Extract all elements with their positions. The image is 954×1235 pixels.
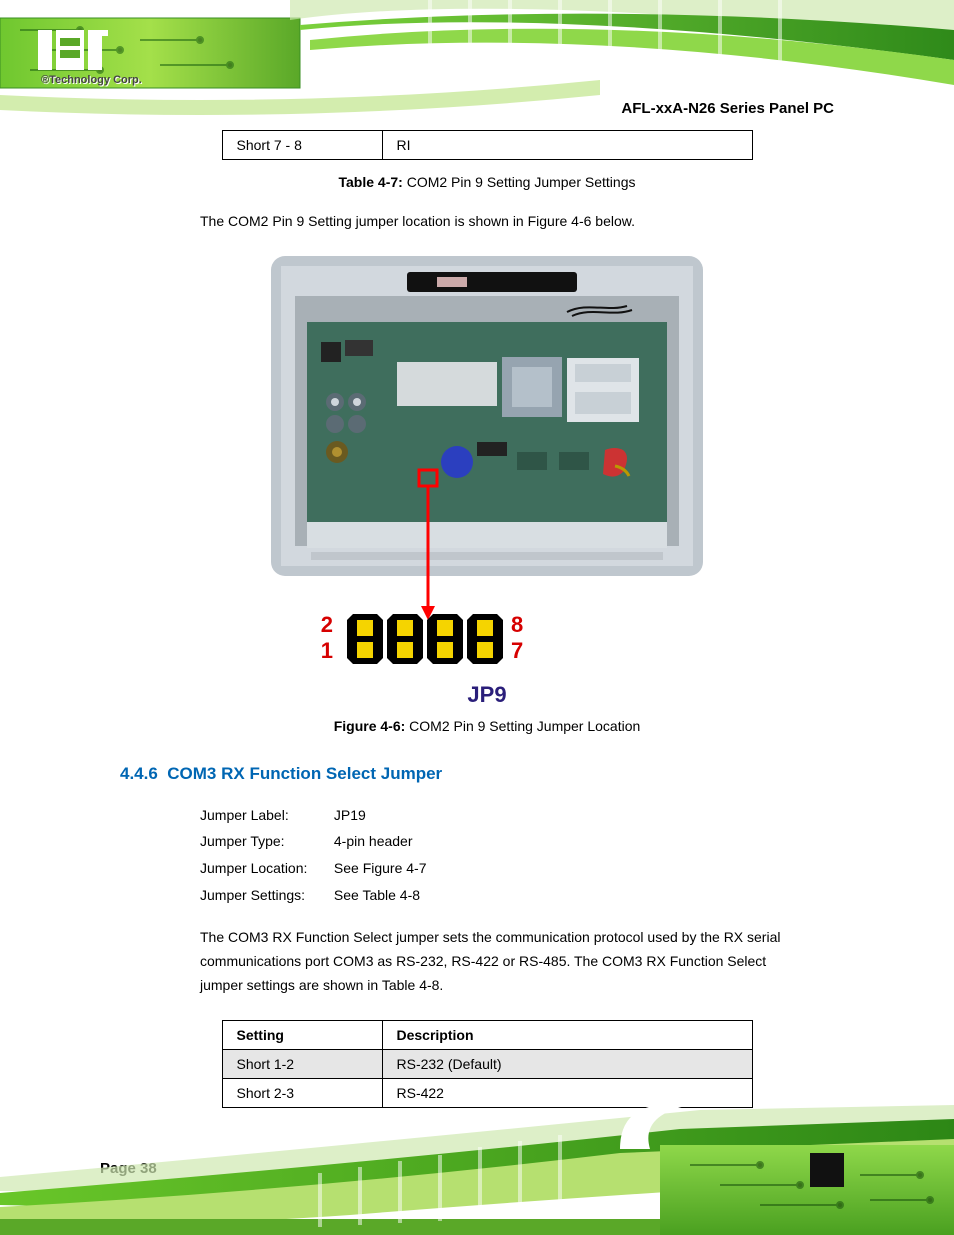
pin-label-2: 2 [321, 612, 333, 637]
table-caption: Table 4-7: COM2 Pin 9 Setting Jumper Set… [120, 174, 854, 190]
caption-text: COM2 Pin 9 Setting Jumper Settings [407, 174, 636, 190]
com3-rx-table: Setting Description Short 1-2 RS-232 (De… [222, 1020, 753, 1108]
jumper-loc-val: See Figure 4-7 [334, 860, 427, 876]
table-cell: RS-232 (Default) [382, 1049, 752, 1078]
page-number: Page 38 [100, 1160, 157, 1177]
jumper-info-block: Jumper Label: JP19 Jumper Type: 4-pin he… [200, 802, 854, 908]
jumper-type-val: 4-pin header [334, 833, 413, 849]
figure-board: 2 1 8 7 JP9 [267, 252, 707, 682]
caption-prefix: Figure 4-6: [334, 718, 406, 734]
caption-text: COM2 Pin 9 Setting Jumper Location [409, 718, 640, 734]
section-heading: 4.4.6 COM3 RX Function Select Jumper [120, 764, 854, 784]
figure-caption: Figure 4-6: COM2 Pin 9 Setting Jumper Lo… [120, 718, 854, 734]
body-paragraph: The COM3 RX Function Select jumper sets … [200, 926, 794, 997]
jumper-type-lbl: Jumper Type: [200, 828, 330, 855]
page-content: Short 7 - 8 RI Table 4-7: COM2 Pin 9 Set… [0, 110, 954, 1108]
caption-prefix: Table 4-7: [339, 174, 403, 190]
svg-text:®Technology Corp.: ®Technology Corp. [41, 74, 142, 86]
section-number: 4.4.6 [120, 764, 158, 783]
pin-label-7: 7 [511, 638, 523, 663]
table-cell: Short 1-2 [222, 1049, 382, 1078]
table-cell: Short 2-3 [222, 1078, 382, 1107]
jumper-label-val: JP19 [334, 807, 366, 823]
jumper-set-val: See Table 4-8 [334, 887, 420, 903]
table-cell: Short 7 - 8 [222, 131, 382, 160]
table-cell: RI [382, 131, 752, 160]
svg-text:®Technology Corp.: ®Technology Corp. [42, 75, 143, 87]
section-title-text: COM3 RX Function Select Jumper [167, 764, 442, 783]
connector-label: JP9 [467, 682, 506, 708]
pin-label-8: 8 [511, 612, 523, 637]
jumper-loc-lbl: Jumper Location: [200, 855, 330, 882]
body-paragraph: The COM2 Pin 9 Setting jumper location i… [200, 210, 794, 234]
jumper-label-lbl: Jumper Label: [200, 802, 330, 829]
jumper-set-lbl: Jumper Settings: [200, 882, 330, 909]
com2-pin9-table: Short 7 - 8 RI [222, 130, 753, 160]
table-header: Setting [222, 1020, 382, 1049]
pin-label-1: 1 [321, 638, 333, 663]
table-cell: RS-422 [382, 1078, 752, 1107]
table-header: Description [382, 1020, 752, 1049]
